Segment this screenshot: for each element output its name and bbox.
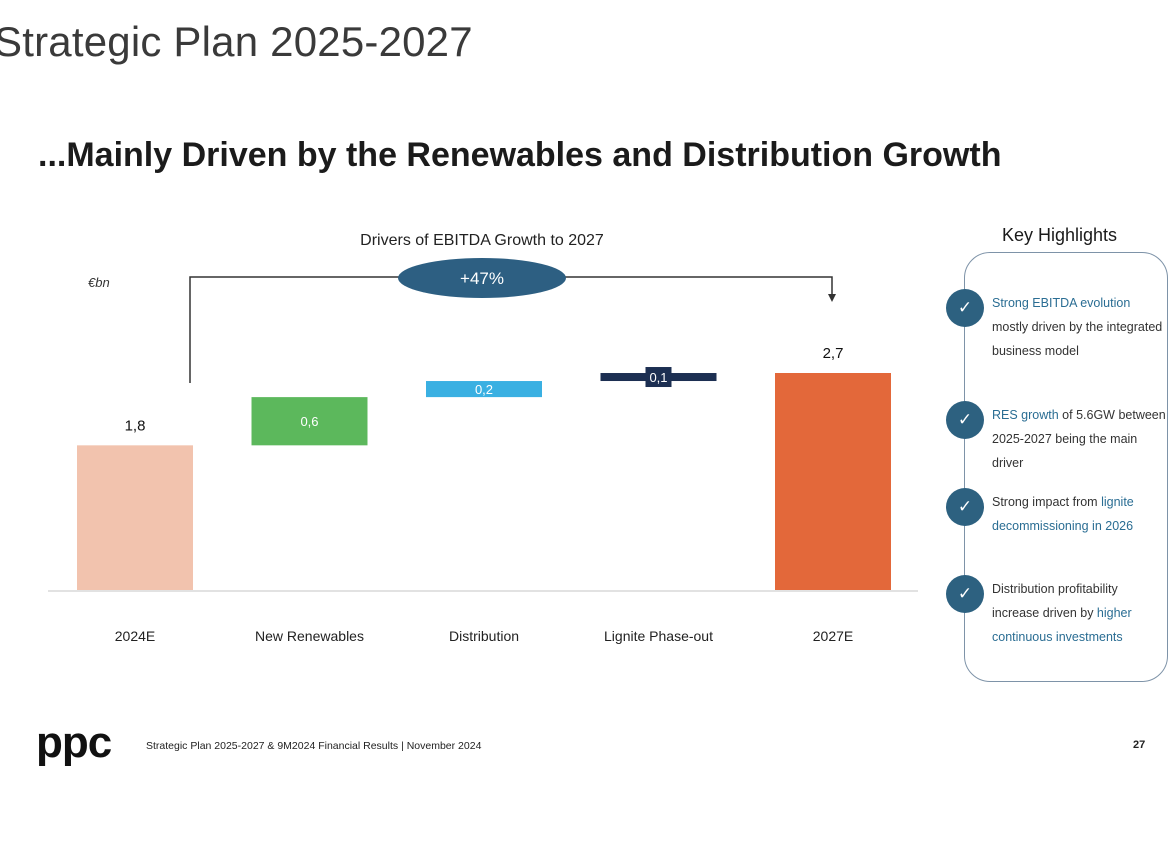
waterfall-chart: Drivers of EBITDA Growth to 2027 €bn +47… bbox=[48, 232, 918, 644]
value-label: 0,2 bbox=[475, 382, 493, 397]
category-label: Lignite Phase-out bbox=[604, 628, 713, 644]
check-icon: ✓ bbox=[946, 401, 984, 439]
bar-distribution bbox=[426, 381, 542, 398]
check-icon: ✓ bbox=[946, 575, 984, 613]
page-subtitle: ...Mainly Driven by the Renewables and D… bbox=[38, 136, 1002, 174]
highlights-panel bbox=[964, 252, 1168, 682]
growth-badge bbox=[398, 258, 566, 298]
bars-group bbox=[77, 373, 891, 590]
footer-text: Strategic Plan 2025-2027 & 9M2024 Financ… bbox=[146, 740, 482, 752]
value-label: 1,8 bbox=[125, 417, 146, 434]
ppc-logo: ppc bbox=[36, 718, 112, 767]
highlights-heading: Key Highlights bbox=[1002, 225, 1118, 245]
value-label: 0,1 bbox=[649, 370, 667, 385]
page-title: Strategic Plan 2025-2027 bbox=[0, 18, 473, 65]
unit-label: €bn bbox=[88, 275, 110, 290]
value-label: 2,7 bbox=[823, 345, 844, 362]
highlight-text: Strong impact from lignite decommissioni… bbox=[992, 495, 1134, 533]
category-label: 2027E bbox=[813, 628, 853, 644]
check-icon: ✓ bbox=[946, 289, 984, 327]
bar-new-renewables bbox=[251, 397, 368, 446]
category-label: Distribution bbox=[449, 628, 519, 644]
value-label-box bbox=[645, 367, 672, 388]
growth-bracket: +47% bbox=[189, 258, 836, 383]
labels-group: 2024E 1,8 New Renewables 0,6 Distribution 0,2… bbox=[115, 345, 853, 644]
growth-label: +47% bbox=[460, 269, 504, 288]
chart-title: Drivers of EBITDA Growth to 2027 bbox=[360, 232, 604, 249]
bar-2027e bbox=[775, 373, 891, 590]
category-label: 2024E bbox=[115, 628, 155, 644]
highlight-text: RES growth of 5.6GW between 2025-2027 be… bbox=[992, 408, 1166, 470]
highlight-text: Strong EBITDA evolution mostly driven by… bbox=[992, 296, 1163, 358]
value-label: 0,6 bbox=[300, 414, 318, 429]
check-icon: ✓ bbox=[946, 488, 984, 526]
category-label: New Renewables bbox=[255, 628, 364, 644]
bar-2024e bbox=[77, 445, 193, 590]
bracket-arrowhead bbox=[828, 294, 836, 302]
highlight-text: Distribution profitability increase driv… bbox=[992, 582, 1132, 644]
page-number: 27 bbox=[1133, 739, 1146, 751]
